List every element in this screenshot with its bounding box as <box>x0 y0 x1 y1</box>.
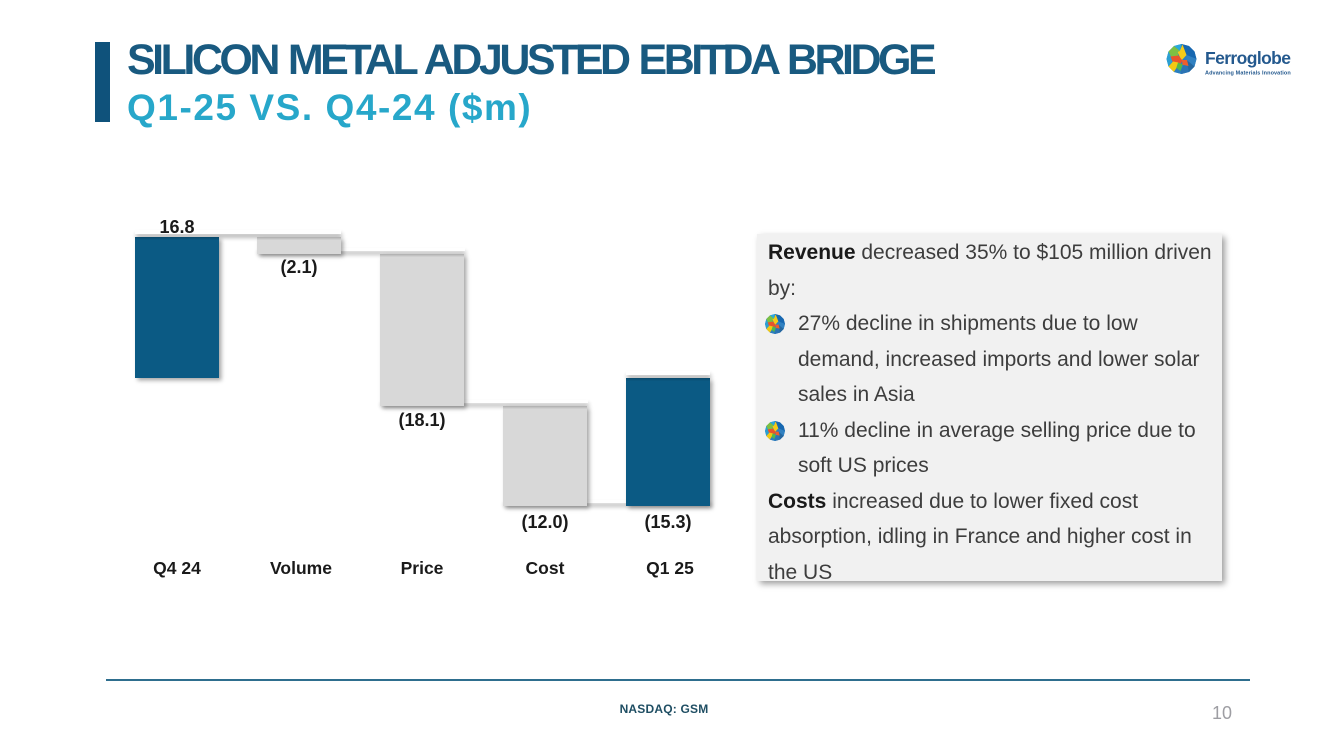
svg-text:Advancing Materials Innovation: Advancing Materials Innovation <box>1205 71 1291 77</box>
svg-text:Ferroglobe: Ferroglobe <box>1205 48 1291 68</box>
